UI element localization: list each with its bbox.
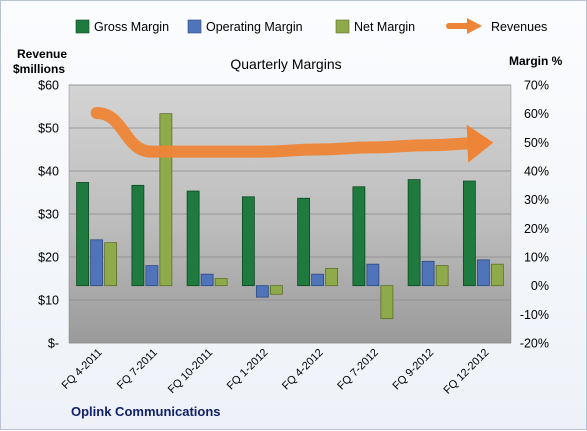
- legend-label-gross-margin: Gross Margin: [94, 20, 169, 34]
- x-tick-label: FQ 9-2012: [391, 347, 437, 393]
- bar-net-margin: [269, 285, 283, 295]
- left-axis: $- $10 $20 $30 $40 $50 $60: [38, 79, 59, 351]
- right-tick-label: 40%: [524, 165, 549, 179]
- x-tick-label: FQ 7-2011: [115, 347, 160, 392]
- x-tick-label: FQ 4-2011: [60, 347, 105, 392]
- bar-gross-margin: [462, 180, 476, 287]
- left-tick-label: $50: [38, 122, 59, 136]
- right-tick-label: -10%: [520, 308, 549, 322]
- left-tick-label: $20: [38, 251, 59, 265]
- bar-net-margin: [435, 265, 449, 287]
- left-axis-label-line1: Revenue: [17, 47, 67, 61]
- x-axis: FQ 4-2011 FQ 7-2011 FQ 10-2011 FQ 1-2012 FQ …: [60, 347, 492, 397]
- legend-swatch-operating-margin: [187, 19, 202, 34]
- right-tick-label: 0%: [531, 279, 549, 293]
- x-tick-label: FQ 10-2011: [166, 347, 215, 396]
- bar-net-margin: [214, 278, 228, 287]
- legend-label-operating-margin: Operating Margin: [206, 20, 303, 34]
- right-tick-label: 30%: [524, 193, 549, 207]
- left-tick-label: $10: [38, 294, 59, 308]
- right-tick-label: 50%: [524, 136, 549, 150]
- x-tick-label: FQ 4-2012: [280, 347, 326, 393]
- right-axis-label: Margin %: [509, 54, 563, 68]
- bar-operating-margin: [255, 285, 269, 298]
- revenues-line: [90, 106, 490, 158]
- bar-gross-margin: [241, 196, 255, 287]
- bar-gross-margin: [131, 184, 145, 287]
- left-tick-label: $60: [38, 79, 59, 93]
- bar-gross-margin: [407, 179, 421, 287]
- revenues-arrowhead: [466, 124, 494, 163]
- bar-net-margin: [325, 268, 339, 287]
- legend-label-revenues: Revenues: [491, 20, 547, 34]
- chart-title: Quarterly Margins: [230, 56, 341, 72]
- right-tick-label: -20%: [520, 337, 549, 351]
- x-tick-label: FQ 12-2012: [442, 347, 492, 397]
- bar-operating-margin: [366, 263, 380, 287]
- right-tick-label: 70%: [524, 79, 549, 93]
- bar-operating-margin: [90, 239, 104, 287]
- bar-gross-margin: [186, 190, 200, 287]
- bar-operating-margin: [200, 273, 214, 287]
- bar-net-margin: [104, 242, 118, 287]
- right-tick-label: 60%: [524, 107, 549, 121]
- bar-net-margin: [380, 285, 394, 320]
- bar-operating-margin: [145, 265, 159, 287]
- legend-swatch-gross-margin: [75, 19, 90, 34]
- bar-net-margin: [490, 263, 504, 287]
- legend-arrow-revenues: [446, 18, 482, 34]
- left-axis-label-line2: $millions: [13, 62, 65, 76]
- bars: [76, 113, 504, 320]
- legend-swatch-net-margin: [335, 19, 350, 34]
- right-axis: -20% -10% 0% 10% 20% 30% 40% 50% 60% 70%: [520, 79, 549, 351]
- legend: Gross Margin Operating Margin Net Margin…: [75, 18, 547, 34]
- bar-gross-margin: [76, 182, 90, 287]
- left-tick-label: $30: [38, 208, 59, 222]
- right-tick-label: 20%: [524, 222, 549, 236]
- x-tick-label: FQ 1-2012: [225, 347, 271, 393]
- legend-label-net-margin: Net Margin: [354, 20, 415, 34]
- bar-gross-margin: [352, 186, 366, 287]
- left-tick-label: $-: [48, 337, 59, 351]
- x-tick-label: FQ 7-2012: [335, 347, 381, 393]
- bar-net-margin: [159, 113, 173, 287]
- bar-operating-margin: [421, 260, 435, 287]
- bar-gross-margin: [297, 197, 311, 287]
- company-name: Oplink Communications: [71, 404, 221, 419]
- left-tick-label: $40: [38, 165, 59, 179]
- bar-operating-margin: [311, 273, 325, 287]
- bar-operating-margin: [476, 259, 490, 287]
- revenue-series: [90, 106, 494, 163]
- right-tick-label: 10%: [524, 251, 549, 265]
